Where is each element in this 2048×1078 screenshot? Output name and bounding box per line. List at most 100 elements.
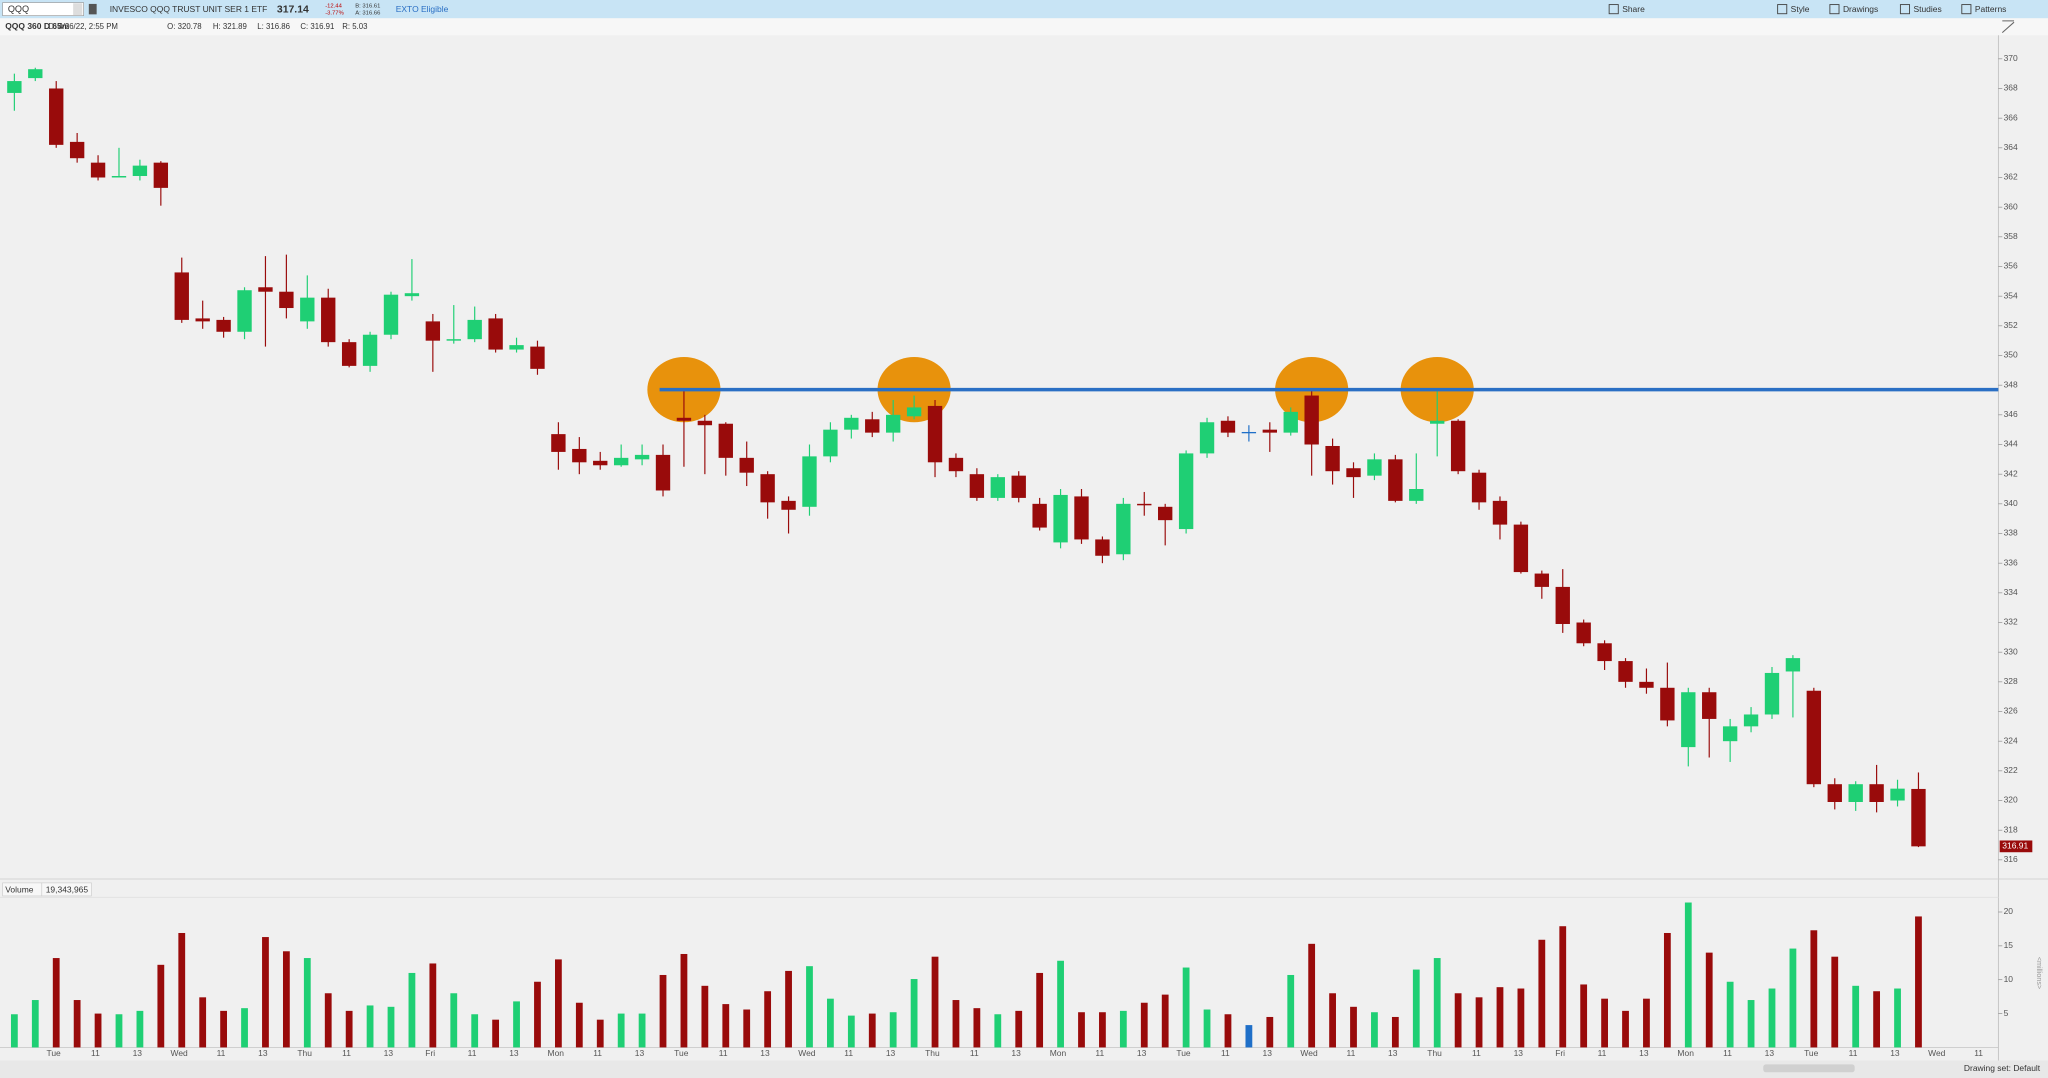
- volume-bar: [827, 998, 834, 1048]
- candle-body: [1639, 681, 1654, 688]
- toolbar-button[interactable]: Drawings: [1843, 4, 1878, 14]
- info-item: L: 316.86: [257, 22, 290, 31]
- volume-bar: [178, 932, 186, 1048]
- button-icon[interactable]: [1777, 4, 1788, 15]
- volume-bar: [387, 1006, 395, 1048]
- candle-body: [613, 457, 629, 466]
- x-tick-label: 13: [1514, 1048, 1524, 1058]
- volume-bar: [952, 1000, 960, 1048]
- candle-body: [1471, 472, 1487, 503]
- y-tick-label: 332: [2004, 617, 2018, 627]
- volume-bar: [1768, 988, 1776, 1048]
- candle-body: [28, 69, 43, 79]
- toolbar-button[interactable]: Style: [1791, 4, 1810, 14]
- volume-bar: [52, 958, 60, 1048]
- candle-body: [425, 321, 441, 341]
- x-tick-label: 11: [593, 1048, 602, 1058]
- candle-body: [1618, 661, 1633, 682]
- candle-body: [1304, 395, 1319, 445]
- candle-body: [1869, 784, 1884, 803]
- button-icon[interactable]: [1829, 4, 1840, 15]
- volume-bar: [596, 1019, 604, 1048]
- y-tick-label: 358: [2004, 231, 2018, 241]
- x-tick-label: 13: [886, 1048, 896, 1058]
- candle-body: [111, 176, 127, 178]
- candle-body: [1388, 459, 1403, 501]
- x-tick-label: 11: [342, 1048, 351, 1058]
- candle-body: [844, 417, 859, 430]
- candle-body: [1702, 692, 1717, 719]
- volume-bar: [471, 1014, 479, 1048]
- y-tick-label: 320: [2004, 795, 2018, 805]
- candle-body: [969, 474, 985, 498]
- expand-icon[interactable]: [2001, 20, 2015, 34]
- y-tick-label: 336: [2004, 557, 2018, 567]
- badge[interactable]: EXTO Eligible: [396, 4, 449, 14]
- candle-body: [990, 477, 1005, 498]
- toolbar-button[interactable]: Studies: [1913, 4, 1941, 14]
- y-tick-label: 330: [2004, 646, 2018, 656]
- candle-body: [906, 407, 922, 417]
- x-tick-label: Tue: [674, 1048, 689, 1058]
- scroll-bar: [0, 1060, 2048, 1078]
- candle-body: [1325, 445, 1340, 472]
- toolbar-button[interactable]: Patterns: [1975, 4, 2007, 14]
- button-icon[interactable]: [1899, 4, 1911, 15]
- volume-bar: [1915, 916, 1922, 1048]
- candle-body: [927, 405, 943, 463]
- volume-bar: [743, 1009, 751, 1048]
- volume-bar: [1161, 994, 1169, 1048]
- ask: A: 316.66: [355, 11, 380, 17]
- button-icon[interactable]: [1961, 4, 1972, 15]
- toolbar: [0, 0, 2048, 19]
- candle-body: [948, 457, 964, 472]
- volume-bar: [931, 956, 939, 1048]
- x-tick-label: 13: [1137, 1048, 1147, 1058]
- candle-body: [341, 342, 357, 366]
- candle-body: [153, 162, 169, 188]
- candle-body: [49, 88, 64, 145]
- last-price: 317.14: [277, 5, 309, 16]
- candle-body: [1827, 784, 1842, 803]
- volume-bar: [1559, 926, 1567, 1048]
- candle-body: [1158, 506, 1173, 521]
- candle-body: [1890, 788, 1905, 801]
- scroll-thumb[interactable]: [1763, 1064, 1855, 1073]
- x-tick-label: Wed: [171, 1048, 189, 1058]
- volume-bar: [1433, 958, 1441, 1048]
- symbol-input[interactable]: [2, 2, 84, 16]
- description: INVESCO QQQ TRUST UNIT SER 1 ETF: [110, 4, 268, 14]
- volume-bar: [1873, 991, 1881, 1048]
- y-tick-label: 354: [2004, 290, 2018, 300]
- y-tick-label: 344: [2004, 439, 2018, 449]
- candle-body: [1283, 411, 1298, 433]
- toolbar-button[interactable]: Share: [1622, 4, 1645, 14]
- x-tick-label: Tue: [1804, 1048, 1819, 1058]
- x-tick-label: 11: [719, 1048, 728, 1058]
- button-icon[interactable]: [1608, 4, 1619, 15]
- lock-icon[interactable]: [88, 3, 97, 15]
- volume-bar: [1329, 993, 1336, 1048]
- y-tick-label: 356: [2004, 261, 2018, 271]
- volume-bar: [1643, 998, 1650, 1048]
- symbol-dropdown[interactable]: [73, 3, 83, 16]
- candle-body: [237, 290, 252, 332]
- volume-value-box: [41, 882, 92, 897]
- volume-title: Volume: [5, 884, 34, 894]
- candle-body: [1074, 496, 1089, 540]
- candle-body: [1743, 714, 1759, 727]
- candle-body: [865, 419, 880, 433]
- symbol[interactable]: QQQ: [8, 4, 29, 14]
- x-tick-label: 13: [1388, 1048, 1398, 1058]
- volume-value: 19,343,965: [46, 884, 89, 894]
- x-tick-label: 11: [1221, 1048, 1230, 1058]
- candle-body: [1513, 524, 1529, 573]
- x-tick-label: 13: [384, 1048, 394, 1058]
- candle-body: [321, 297, 336, 343]
- drawing-set[interactable]: Drawing set: Default: [1964, 1063, 2041, 1073]
- volume-bar: [31, 1000, 39, 1048]
- y-tick-label: 348: [2004, 379, 2018, 389]
- volume-bar: [1705, 952, 1713, 1048]
- volume-bar: [1391, 1016, 1399, 1048]
